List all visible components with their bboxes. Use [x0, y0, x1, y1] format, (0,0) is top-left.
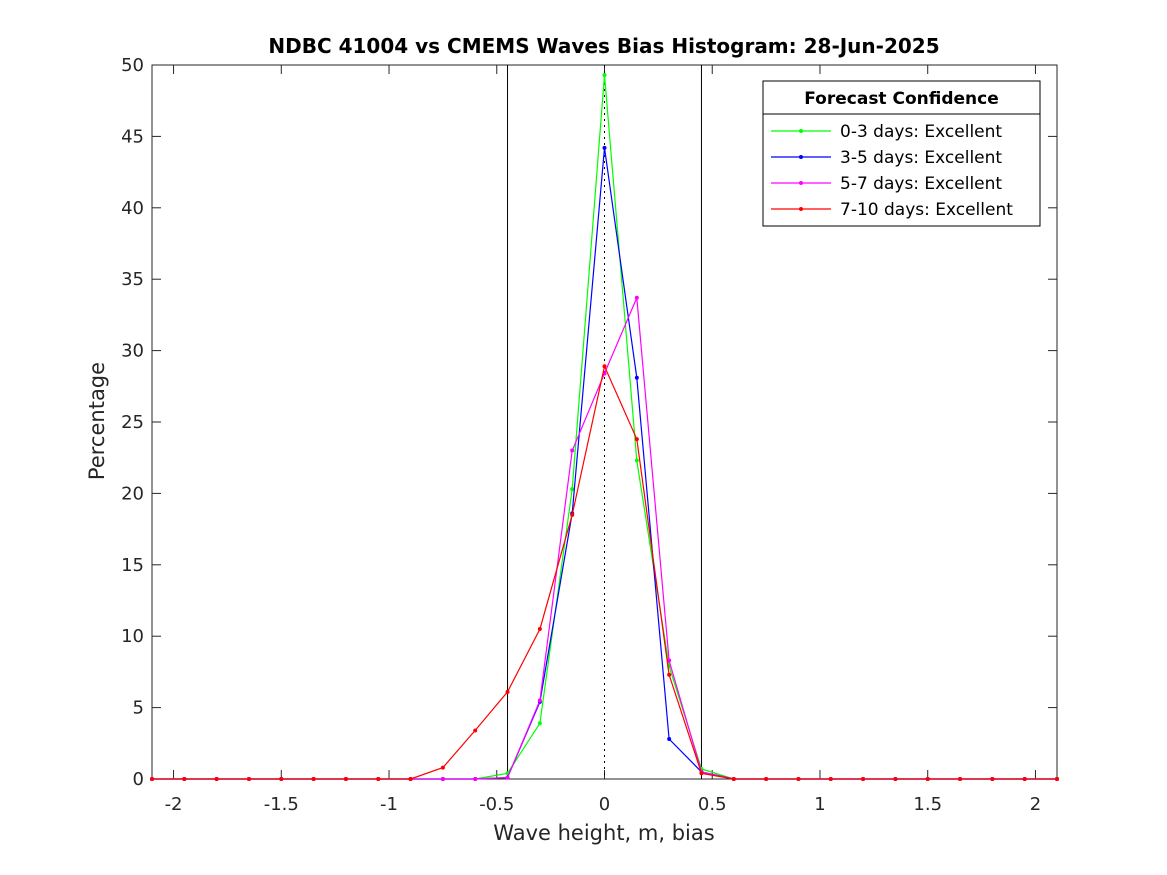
- series-4-point: [279, 777, 284, 781]
- y-tick-label: 30: [121, 341, 144, 362]
- series-4-point: [699, 771, 704, 776]
- x-tick-label: 1: [814, 794, 825, 815]
- series-4-point: [990, 777, 995, 781]
- series-4-point: [246, 777, 251, 781]
- series-4-point: [1022, 777, 1027, 781]
- y-tick-label: 40: [121, 198, 144, 219]
- x-tick-label: 0.5: [698, 794, 727, 815]
- series-4-point: [796, 777, 801, 781]
- y-tick-label: 0: [133, 769, 144, 790]
- legend-entry-3: 5-7 days: Excellent: [840, 174, 1002, 194]
- series-1-point: [602, 72, 607, 77]
- x-tick-label: -2: [165, 794, 183, 815]
- series-4-point: [440, 765, 445, 770]
- plot-area: 0 5 10 15 20 25 30 35 40 45 50 -2 -1.5 -1 -0.5 0 0.5 1 1.5…: [121, 55, 1059, 815]
- x-tick-label: 1.5: [913, 794, 942, 815]
- series-3-point: [667, 658, 672, 663]
- series-1-point: [537, 721, 542, 726]
- series-4-point: [473, 728, 478, 733]
- series-4-point: [861, 777, 866, 781]
- series-4-point: [150, 777, 154, 781]
- series-3-point: [473, 777, 478, 781]
- series-4-point: [958, 777, 963, 781]
- legend-swatch-marker: [799, 181, 803, 185]
- legend-title: Forecast Confidence: [804, 89, 999, 109]
- y-tick-label: 10: [121, 626, 144, 647]
- series-4-point: [311, 777, 316, 781]
- y-tick-label: 15: [121, 555, 144, 576]
- x-tick-label: 2: [1030, 794, 1041, 815]
- y-tick-label: 50: [121, 55, 144, 76]
- series-4-point: [408, 777, 413, 781]
- series-4-point: [214, 777, 219, 781]
- x-tick-label: 0: [599, 794, 610, 815]
- series-3-point: [505, 775, 510, 780]
- y-tick-label: 35: [121, 269, 144, 290]
- series-4-point: [537, 627, 542, 632]
- series-3-point: [537, 698, 542, 703]
- legend-box: [762, 80, 1041, 227]
- series-4-point: [376, 777, 381, 781]
- series-2-point: [602, 145, 607, 150]
- legend-entry-2: 3-5 days: Excellent: [840, 148, 1002, 168]
- x-tick-label: -0.5: [479, 794, 514, 815]
- x-tick-label: -1.5: [264, 794, 299, 815]
- y-tick-label: 20: [121, 483, 144, 504]
- series-1-point: [570, 487, 575, 492]
- legend-entry-1: 0-3 days: Excellent: [840, 122, 1002, 142]
- series-4-point: [570, 512, 575, 517]
- legend-entry-4: 7-10 days: Excellent: [840, 200, 1013, 220]
- series-4-point: [602, 364, 607, 369]
- chart-title: NDBC 41004 vs CMEMS Waves Bias Histogram…: [268, 34, 939, 58]
- series-4-point: [828, 777, 833, 781]
- series-4-point: [667, 672, 672, 677]
- series-4-point: [343, 777, 348, 781]
- series-3-point: [570, 448, 575, 453]
- series-4-point: [731, 777, 736, 781]
- series-4-point: [182, 777, 187, 781]
- y-axis-label: Percentage: [85, 362, 109, 480]
- series-3-point: [634, 295, 639, 300]
- legend-swatch-marker: [799, 129, 803, 133]
- y-tick-label: 5: [133, 698, 144, 719]
- series-4-point: [925, 777, 930, 781]
- legend-swatch-marker: [799, 207, 803, 211]
- legend: Forecast Confidence 0-3 days: Excellent 3-…: [762, 80, 1041, 227]
- legend-swatch-marker: [799, 155, 803, 159]
- series-4-point: [764, 777, 769, 781]
- series-4-point: [1055, 777, 1059, 781]
- x-tick-label: -1: [380, 794, 398, 815]
- y-tick-label: 45: [121, 126, 144, 147]
- x-axis-label: Wave height, m, bias: [493, 821, 714, 845]
- series-3-point: [440, 777, 445, 781]
- series-4-point: [893, 777, 898, 781]
- series-4-point: [505, 689, 510, 694]
- y-tick-label: 25: [121, 412, 144, 433]
- series-1-point: [634, 458, 639, 463]
- series-2-point: [667, 737, 672, 742]
- series-4-point: [634, 437, 639, 442]
- series-2-point: [634, 375, 639, 380]
